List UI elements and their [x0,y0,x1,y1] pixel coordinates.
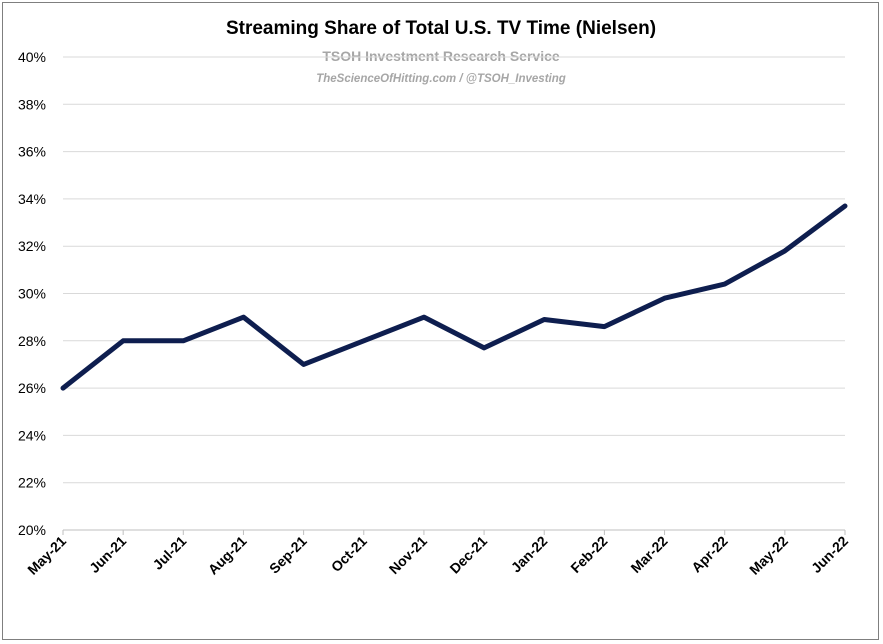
x-axis-ticks: May-21 Jun-21 Jul-21 Aug-21 Sep-21 Oct-21 Nov-… [24,530,851,578]
watermark-line-2: TheScienceOfHitting.com / @TSOH_Investin… [316,73,566,85]
data-point [722,282,727,287]
y-tick-label: 40% [18,49,46,65]
x-tick-label: Oct-21 [328,533,370,575]
x-tick-label: Dec-21 [446,533,490,577]
x-tick-label: Feb-22 [567,533,610,576]
y-tick-label: 24% [18,427,46,443]
x-tick-label: Apr-22 [688,533,731,576]
y-tick-label: 32% [18,238,46,254]
y-tick-label: 26% [18,380,46,396]
x-tick-label: May-22 [746,533,791,578]
x-tick-label: Jan-22 [508,533,551,576]
x-tick-label: Nov-21 [386,533,430,577]
data-point [421,315,426,320]
data-point [301,362,306,367]
data-point [843,203,847,208]
data-point [782,248,787,253]
grid-lines [63,56,845,531]
y-tick-label: 38% [18,96,46,112]
x-tick-label: May-21 [24,533,69,578]
data-point [602,324,607,329]
y-axis-ticks: 20% 22% 24% 26% 28% 30% 32% 34% 36% 38% 40% [18,49,46,538]
data-point [662,296,667,301]
data-point [61,386,65,391]
y-tick-label: 34% [18,191,46,207]
y-tick-label: 28% [18,333,46,349]
chart-title: Streaming Share of Total U.S. TV Time (N… [226,18,656,39]
data-point [482,345,487,350]
x-tick-label: Jun-21 [86,533,129,576]
data-point [361,338,366,343]
y-tick-label: 20% [18,522,46,538]
data-point [241,315,246,320]
watermark-line-1: TSOH Investment Research Service [322,48,560,64]
y-tick-label: 22% [18,475,46,491]
y-tick-label: 36% [18,144,46,160]
y-tick-label: 30% [18,286,46,302]
x-tick-label: Sep-21 [266,533,310,577]
x-tick-label: Jun-22 [808,533,851,576]
x-tick-label: Aug-21 [205,533,250,578]
data-point [542,317,547,322]
data-point [121,338,126,343]
series-group [60,203,848,391]
data-point [181,338,186,343]
x-tick-label: Jul-21 [149,533,189,573]
series-line [60,203,848,391]
x-tick-label: Mar-22 [627,533,670,576]
